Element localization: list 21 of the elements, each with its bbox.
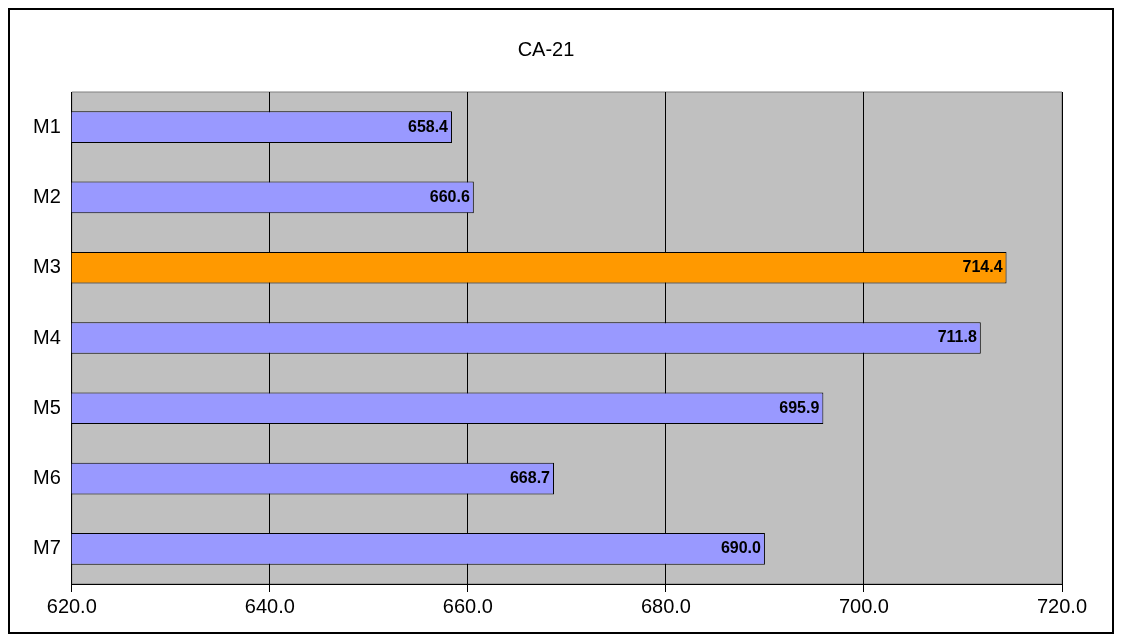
- data-label: 714.4: [962, 258, 1003, 276]
- y-tick-label: M5: [32, 395, 61, 418]
- x-tick-label: 620.0: [46, 594, 97, 617]
- y-tick-label: M1: [32, 114, 61, 137]
- y-tick-label: M4: [32, 325, 61, 348]
- data-label: 690.0: [720, 539, 762, 557]
- x-tick-label: 720.0: [1036, 594, 1088, 617]
- data-label: 668.7: [509, 468, 551, 486]
- data-label: 658.4: [407, 117, 449, 135]
- y-tick-label: M7: [32, 536, 61, 559]
- y-tick-label: M2: [32, 184, 61, 207]
- x-tick-label: 700.0: [838, 594, 889, 617]
- data-label: 660.6: [429, 187, 470, 205]
- chart-title: CA-21: [517, 37, 575, 60]
- x-tick-label: 680.0: [640, 594, 691, 617]
- data-label: 695.9: [779, 398, 820, 416]
- data-label: 711.8: [937, 328, 977, 346]
- x-tick-label: 660.0: [442, 594, 493, 617]
- x-tick-label: 640.0: [244, 594, 295, 617]
- y-tick-label: M3: [32, 255, 61, 278]
- y-tick-label: M6: [32, 466, 61, 489]
